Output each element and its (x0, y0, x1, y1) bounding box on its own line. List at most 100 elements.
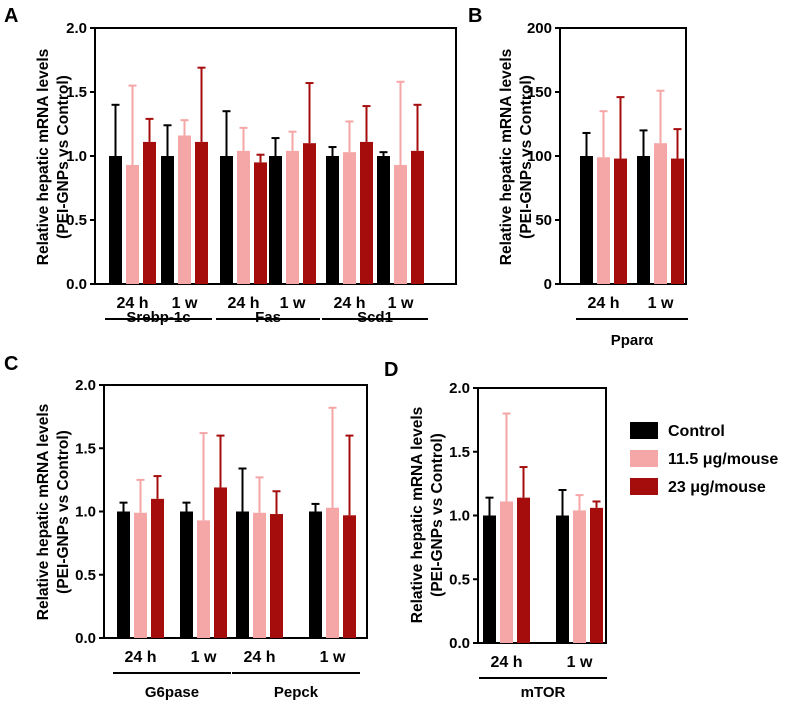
panel-b: B Relative hepatic mRNA levels (PEI-GNPs… (468, 5, 688, 349)
gene-label: mTOR (521, 684, 566, 701)
bar-11-5-g-mouse (654, 143, 667, 284)
bar-11-5-g-mouse (126, 164, 139, 284)
y-tick-label: 2.0 (449, 380, 470, 397)
bar-11-5-g-mouse (394, 164, 407, 284)
bar-23-g-mouse (360, 141, 373, 284)
x-tick-label: 24 h (227, 295, 259, 312)
bar-control (109, 156, 122, 284)
y-tick-label: 1.0 (66, 148, 87, 165)
bar-23-g-mouse (411, 150, 424, 284)
bar-23-g-mouse (590, 507, 603, 643)
gene-label: Fas (255, 309, 281, 326)
x-tick-label: 24 h (490, 654, 522, 671)
bar-11-5-g-mouse (326, 507, 339, 638)
bar-11-5-g-mouse (343, 152, 356, 284)
gene-label: Pparα (611, 332, 654, 349)
legend-swatch-high-dose (630, 478, 658, 495)
bar-control (220, 156, 233, 284)
x-tick-label: 1 w (191, 649, 217, 666)
panel-c-label: C (4, 353, 18, 375)
bar-11-5-g-mouse (237, 150, 250, 284)
bar-11-5-g-mouse (597, 157, 610, 284)
bar-control (637, 156, 650, 284)
bar-11-5-g-mouse (573, 510, 586, 643)
legend-swatch-low-dose (630, 450, 658, 467)
panel-b-label: B (468, 5, 482, 27)
bar-11-5-g-mouse (500, 501, 513, 643)
x-tick-label: 1 w (648, 295, 674, 312)
legend-label-high-dose: 23 μg/mouse (668, 479, 766, 496)
gene-label: G6pase (145, 684, 199, 701)
bar-23-g-mouse (151, 498, 164, 638)
y-tick-label: 100 (527, 148, 552, 165)
bar-control (180, 511, 193, 638)
legend-swatch-control (630, 422, 658, 439)
bar-control (117, 511, 130, 638)
y-tick-label: 1.5 (449, 444, 470, 461)
bar-11-5-g-mouse (286, 150, 299, 284)
bar-11-5-g-mouse (134, 512, 147, 638)
bar-control (556, 515, 569, 643)
x-tick-label: 1 w (388, 295, 414, 312)
bar-control (377, 156, 390, 284)
y-tick-label: 150 (527, 84, 552, 101)
panel-d: D Relative hepatic mRNA levels (PEI-GNPs… (384, 359, 607, 701)
panel-c-ylabel-line1: Relative hepatic mRNA levels (35, 404, 52, 621)
y-tick-label: 0.5 (449, 571, 470, 588)
gene-label: Scd1 (357, 309, 393, 326)
bar-control (161, 156, 174, 284)
y-tick-label: 1.5 (66, 84, 87, 101)
y-tick-label: 0 (544, 276, 552, 293)
legend-label-low-dose: 11.5 μg/mouse (668, 451, 778, 468)
y-tick-label: 1.0 (75, 504, 96, 521)
bar-11-5-g-mouse (178, 135, 191, 284)
y-tick-label: 1.0 (449, 508, 470, 525)
y-tick-label: 2.0 (75, 377, 96, 394)
panel-d-label: D (384, 359, 398, 381)
plot-frame (477, 387, 607, 644)
panel-a: A Relative hepatic mRNA levels (PEI-GNPs… (4, 5, 457, 326)
bar-control (309, 511, 322, 638)
bar-23-g-mouse (214, 487, 227, 638)
bar-11-5-g-mouse (197, 520, 210, 638)
legend-label-control: Control (668, 423, 725, 440)
legend: Control 11.5 μg/mouse 23 μg/mouse (630, 422, 778, 496)
bar-23-g-mouse (671, 158, 684, 284)
gene-label: Srebp-1c (126, 309, 190, 326)
bar-23-g-mouse (254, 162, 267, 284)
panel-c-ylabel-line2: (PEI-GNPs vs Control) (55, 430, 72, 594)
y-tick-label: 1.5 (75, 440, 96, 457)
gene-label: Pepck (274, 684, 319, 701)
y-tick-label: 0.5 (75, 567, 96, 584)
x-tick-label: 1 w (320, 649, 346, 666)
y-tick-label: 2.0 (66, 20, 87, 37)
y-tick-label: 0.5 (66, 212, 87, 229)
bar-control (269, 156, 282, 284)
y-tick-label: 50 (535, 212, 552, 229)
y-tick-label: 0.0 (449, 635, 470, 652)
panel-a-label: A (4, 5, 18, 27)
x-tick-label: 24 h (116, 295, 148, 312)
bar-23-g-mouse (143, 141, 156, 284)
x-tick-label: 1 w (567, 654, 593, 671)
bar-23-g-mouse (270, 514, 283, 638)
panel-b-ylabel-line2: (PEI-GNPs vs Control) (518, 75, 535, 239)
x-tick-label: 24 h (333, 295, 365, 312)
bar-23-g-mouse (303, 143, 316, 284)
x-tick-label: 24 h (243, 649, 275, 666)
bar-23-g-mouse (343, 515, 356, 638)
panel-d-ylabel-line2: (PEI-GNPs vs Control) (429, 433, 446, 597)
y-tick-label: 0.0 (66, 276, 87, 293)
bar-control (580, 156, 593, 284)
x-tick-label: 24 h (587, 295, 619, 312)
panel-a-ylabel-line2: (PEI-GNPs vs Control) (55, 75, 72, 239)
panel-a-ylabel-line1: Relative hepatic mRNA levels (35, 49, 52, 266)
bar-23-g-mouse (517, 497, 530, 643)
panel-d-ylabel-line1: Relative hepatic mRNA levels (409, 407, 426, 624)
bar-control (483, 515, 496, 643)
bar-23-g-mouse (195, 141, 208, 284)
x-tick-label: 1 w (172, 295, 198, 312)
x-tick-label: 24 h (124, 649, 156, 666)
bar-control (326, 156, 339, 284)
